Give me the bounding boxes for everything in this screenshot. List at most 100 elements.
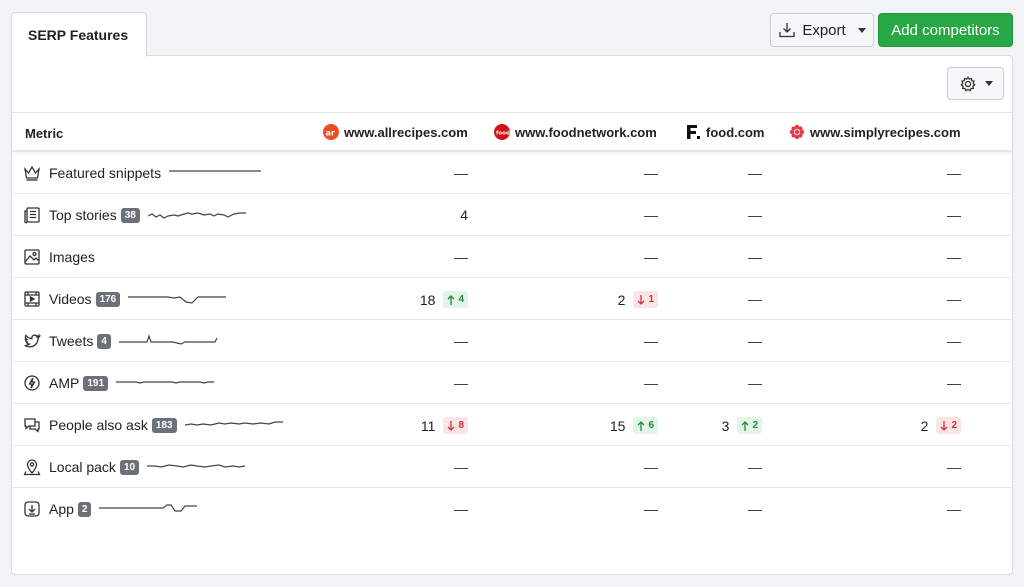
trend-sparkline — [184, 421, 283, 426]
svg-text:ar: ar — [326, 129, 335, 138]
count-badge: 10 — [119, 459, 140, 475]
svg-text:food: food — [496, 131, 510, 137]
change-badge-up: 4 — [443, 291, 468, 308]
add-competitors-label: Add competitors — [891, 21, 1000, 39]
trend-sparkline — [128, 296, 227, 304]
cell-value: — — [644, 333, 658, 349]
cell-value: — — [947, 207, 961, 223]
feature-name: AMP — [49, 375, 80, 391]
arrow-up-icon — [447, 294, 455, 305]
map-pin-icon — [23, 459, 41, 476]
change-value: 4 — [458, 294, 464, 305]
change-value: 2 — [752, 420, 758, 431]
cell-value: — — [947, 249, 961, 265]
amp-lightning-icon — [24, 375, 40, 391]
cell-foodnetwork: 2 1 — [618, 291, 658, 308]
cell-value: 3 — [721, 417, 730, 434]
competitor-header-food-com[interactable]: food.com — [685, 124, 765, 140]
feature-name: Images — [49, 249, 95, 265]
arrow-up-icon — [637, 420, 645, 431]
cell-value: — — [644, 501, 658, 517]
cell-value: — — [947, 375, 961, 391]
cell-value: — — [644, 249, 658, 265]
cell-value: — — [644, 165, 658, 181]
feature-name: Local pack — [49, 459, 116, 475]
trend-sparkline — [147, 464, 246, 468]
table-row-local-pack: Local pack 10 — — — — — [12, 446, 1012, 488]
change-value: 6 — [648, 420, 654, 431]
table-row-videos: Videos 176 18 4 2 1 — — — [12, 278, 1012, 320]
cell-value: — — [748, 459, 762, 475]
change-value: 1 — [648, 294, 654, 305]
feature-name: Tweets — [49, 333, 94, 349]
trend-sparkline — [169, 170, 262, 172]
cell-value: — — [748, 375, 762, 391]
simplyrecipes-logo-icon — [789, 124, 805, 140]
trend-sparkline — [118, 334, 218, 345]
competitor-header-foodnetwork[interactable]: food www.foodnetwork.com — [494, 124, 657, 140]
table-header: Metric ar www.allrecipes.com food www.fo… — [12, 112, 1012, 152]
cell-allrecipes: 18 4 — [420, 291, 468, 308]
change-badge-down: 8 — [443, 417, 468, 434]
tab-label: SERP Features — [28, 27, 129, 43]
export-button[interactable]: Export — [770, 13, 874, 47]
count-badge: 191 — [83, 375, 109, 391]
arrow-down-icon — [637, 294, 645, 305]
arrow-down-icon — [447, 420, 455, 431]
change-badge-down: 1 — [633, 291, 658, 308]
video-icon — [24, 291, 40, 307]
table-row-amp: AMP 191 — — — — — [12, 362, 1012, 404]
trend-sparkline — [116, 381, 215, 384]
export-label: Export — [802, 21, 846, 39]
download-icon — [779, 23, 795, 38]
foodnetwork-logo-icon: food — [494, 124, 510, 140]
cell-value: — — [454, 249, 468, 265]
feature-name: App — [49, 501, 74, 517]
cell-value: — — [454, 375, 468, 391]
competitor-domain: food.com — [706, 124, 765, 140]
cell-allrecipes: 11 8 — [421, 417, 468, 434]
arrow-up-icon — [741, 420, 749, 431]
add-competitors-button[interactable]: Add competitors — [878, 13, 1013, 47]
cell-value: — — [947, 501, 961, 517]
cell-value: — — [644, 207, 658, 223]
count-badge: 38 — [120, 207, 140, 223]
trend-sparkline — [99, 504, 198, 512]
chat-question-icon — [24, 418, 40, 433]
cell-value: — — [748, 291, 762, 307]
cell-value: — — [454, 333, 468, 349]
competitor-header-simplyrecipes[interactable]: www.simplyrecipes.com — [789, 124, 961, 140]
settings-dropdown-button[interactable] — [947, 67, 1004, 100]
feature-name: People also ask — [49, 417, 148, 433]
change-badge-down: 2 — [936, 417, 961, 434]
table-row-tweets: Tweets 4 — — — — — [12, 320, 1012, 362]
twitter-icon — [24, 333, 41, 348]
change-value: 8 — [458, 420, 464, 431]
cell-simplyrecipes: 2 2 — [921, 417, 961, 434]
count-badge: 183 — [151, 417, 177, 433]
cell-value: 15 — [609, 417, 626, 434]
competitor-header-allrecipes[interactable]: ar www.allrecipes.com — [323, 124, 468, 140]
image-icon — [24, 249, 40, 265]
feature-name: Top stories — [49, 207, 117, 223]
cell-value: 2 — [617, 291, 626, 308]
cell-value: — — [644, 459, 658, 475]
app-download-icon — [24, 501, 40, 517]
cell-value: — — [644, 375, 658, 391]
tab-serp-features[interactable]: SERP Features — [11, 12, 147, 57]
competitor-domain: www.simplyrecipes.com — [810, 124, 961, 140]
cell-value: — — [947, 291, 961, 307]
cell-value: — — [454, 459, 468, 475]
allrecipes-logo-icon: ar — [323, 124, 339, 140]
cell-value: — — [454, 501, 468, 517]
metric-header: Metric — [25, 126, 64, 141]
cell-food-com: 3 2 — [722, 417, 762, 434]
cell-value: — — [947, 333, 961, 349]
feature-name: Videos — [49, 291, 92, 307]
cell-value: — — [947, 165, 961, 181]
newspaper-icon — [24, 207, 40, 224]
count-badge: 2 — [77, 501, 92, 517]
competitor-domain: www.foodnetwork.com — [515, 124, 657, 140]
table-row-images: Images — — — — — [12, 236, 1012, 278]
cell-value: — — [748, 165, 762, 181]
